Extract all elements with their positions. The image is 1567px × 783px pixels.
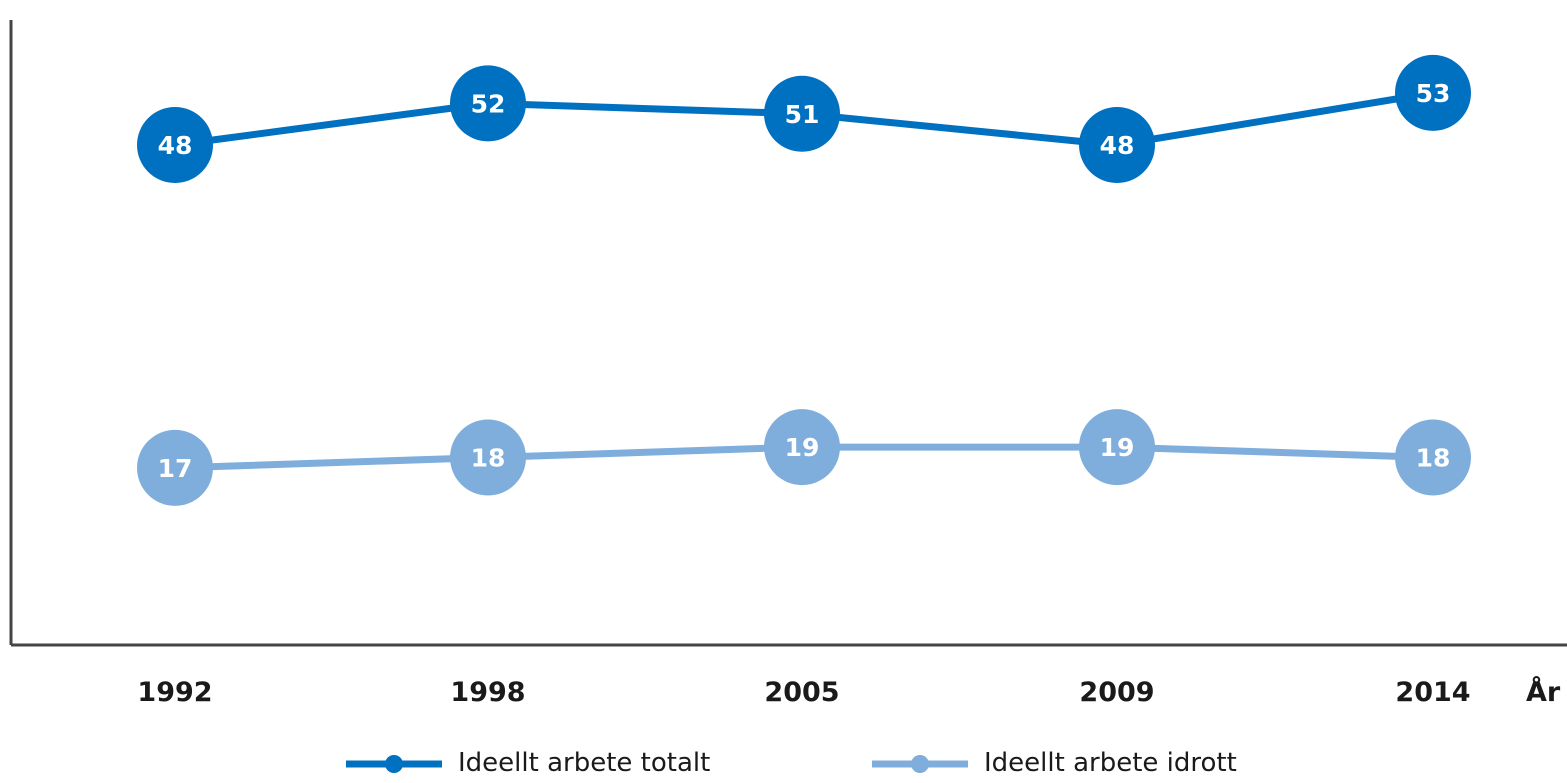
data-point (137, 429, 213, 506)
legend-swatch-line-marker-icon (872, 755, 968, 773)
data-point (450, 419, 526, 496)
data-point (764, 75, 840, 152)
data-label: 48 (158, 131, 193, 160)
x-axis-title: År (1526, 676, 1561, 708)
data-label: 18 (471, 444, 506, 473)
data-label: 48 (1100, 131, 1135, 160)
data-point (1079, 409, 1155, 486)
data-point (764, 409, 840, 486)
data-point (1079, 107, 1155, 183)
data-label: 53 (1416, 79, 1451, 108)
x-tick-label: 1992 (137, 677, 212, 708)
data-point (1395, 419, 1471, 496)
data-point (137, 107, 213, 183)
legend-label-idrott: Ideellt arbete idrott (984, 748, 1237, 778)
x-tick-label: 1998 (450, 677, 525, 708)
data-label: 17 (158, 454, 193, 483)
x-tick-label: 2014 (1395, 677, 1470, 708)
data-point (450, 65, 526, 142)
legend-label-totalt: Ideellt arbete totalt (458, 748, 711, 778)
x-tick-label: 2009 (1079, 677, 1154, 708)
legend: Ideellt arbete totalt Ideellt arbete idr… (0, 742, 1567, 783)
data-point (1395, 54, 1471, 131)
data-label: 52 (471, 89, 506, 118)
legend-swatch-line-marker-icon (346, 755, 442, 773)
data-label: 51 (785, 100, 820, 129)
data-label: 19 (785, 433, 820, 462)
x-tick-label: 2005 (764, 677, 839, 708)
data-label: 19 (1100, 433, 1135, 462)
data-label: 18 (1416, 444, 1451, 473)
